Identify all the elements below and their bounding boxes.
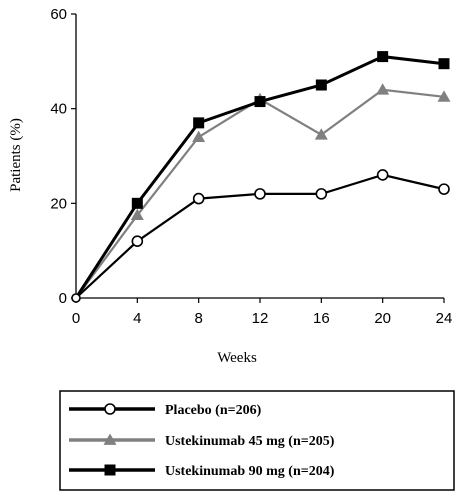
x-tick-label: 8 xyxy=(194,310,202,327)
data-point xyxy=(254,188,266,200)
data-point xyxy=(377,51,389,63)
y-tick-label: 40 xyxy=(50,101,67,118)
legend-swatch-marker xyxy=(104,464,116,476)
x-tick-label: 4 xyxy=(133,310,141,327)
legend-entry-2: Ustekinumab 90 mg (n=204) xyxy=(69,464,335,479)
x-tick-label: 16 xyxy=(313,310,330,327)
data-point-origin xyxy=(71,293,81,303)
legend-swatch-marker xyxy=(104,403,116,415)
legend: Placebo (n=206) Ustekinumab 45 mg (n=205)… xyxy=(59,390,455,491)
axes: 0 20 40 60 0 4 8 12 16 20 24 xyxy=(50,6,452,327)
legend-entry-1: Ustekinumab 45 mg (n=205) xyxy=(69,433,335,449)
data-point xyxy=(315,188,328,200)
series-layer xyxy=(71,51,451,303)
data-point xyxy=(192,130,206,142)
x-tick-label: 20 xyxy=(374,310,391,327)
legend-swatch-marker xyxy=(103,433,117,445)
data-point xyxy=(254,96,266,108)
data-point xyxy=(193,117,205,129)
data-point xyxy=(192,192,205,205)
legend-label: Ustekinumab 90 mg (n=204) xyxy=(165,464,335,479)
y-tick-label: 60 xyxy=(50,6,67,23)
x-tick-label: 0 xyxy=(72,310,80,327)
data-point xyxy=(438,183,450,195)
y-axis-label: Patients (%) xyxy=(8,118,24,192)
data-point xyxy=(314,128,328,140)
x-axis-label: Weeks xyxy=(217,350,257,366)
y-tick-label: 20 xyxy=(50,195,67,212)
data-point xyxy=(130,208,144,221)
series-0 xyxy=(75,169,450,299)
legend-label: Ustekinumab 45 mg (n=205) xyxy=(165,434,335,449)
data-point xyxy=(131,197,143,209)
series-2 xyxy=(74,51,450,299)
x-tick-label: 12 xyxy=(252,310,269,327)
legend-label: Placebo (n=206) xyxy=(165,403,262,418)
data-point xyxy=(438,58,450,70)
data-point xyxy=(376,83,390,95)
data-point xyxy=(437,90,451,102)
data-point xyxy=(131,235,144,247)
data-point xyxy=(376,169,389,181)
data-point xyxy=(315,79,327,91)
y-tick-label: 0 xyxy=(59,290,67,307)
x-tick-label: 24 xyxy=(436,310,453,327)
legend-entry-0: Placebo (n=206) xyxy=(69,403,262,418)
